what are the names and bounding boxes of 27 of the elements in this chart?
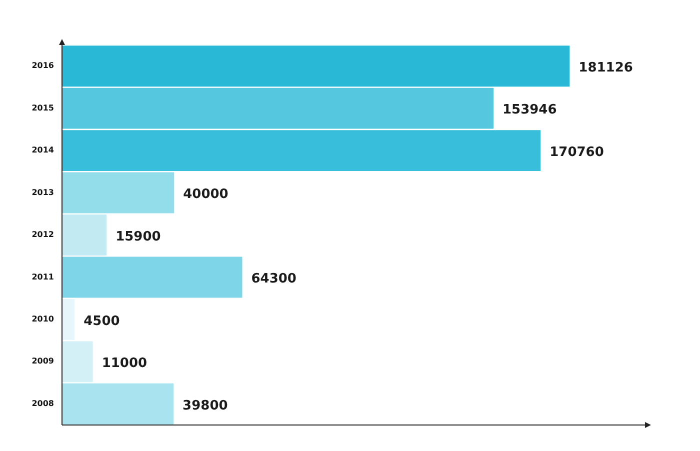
bar xyxy=(62,130,541,172)
y-tick-label: 2010 xyxy=(32,314,54,324)
y-tick-label: 2016 xyxy=(32,61,54,70)
bar xyxy=(62,88,494,129)
data-label: 181126 xyxy=(578,60,633,76)
bar xyxy=(62,172,174,214)
y-tick-label: 2013 xyxy=(32,188,54,197)
data-label: 64300 xyxy=(251,272,296,287)
bar xyxy=(62,214,107,256)
data-label: 15900 xyxy=(116,229,161,244)
y-tick-label: 2015 xyxy=(32,103,54,112)
bar xyxy=(62,256,242,298)
data-label: 39800 xyxy=(182,398,228,414)
data-label: 40000 xyxy=(183,187,228,202)
y-tick-label: 2014 xyxy=(32,146,54,155)
data-label: 11000 xyxy=(102,356,148,372)
data-label: 153946 xyxy=(502,102,557,118)
data-label: 4500 xyxy=(84,314,120,329)
y-tick-label: 2008 xyxy=(32,398,54,408)
y-tick-label: 2009 xyxy=(32,356,54,366)
bar xyxy=(62,341,93,382)
bar xyxy=(62,298,75,340)
data-label: 170760 xyxy=(550,144,604,160)
bar xyxy=(62,383,174,424)
y-tick-label: 2011 xyxy=(32,272,54,282)
y-tick-label: 2012 xyxy=(32,230,54,240)
bar xyxy=(62,46,570,87)
